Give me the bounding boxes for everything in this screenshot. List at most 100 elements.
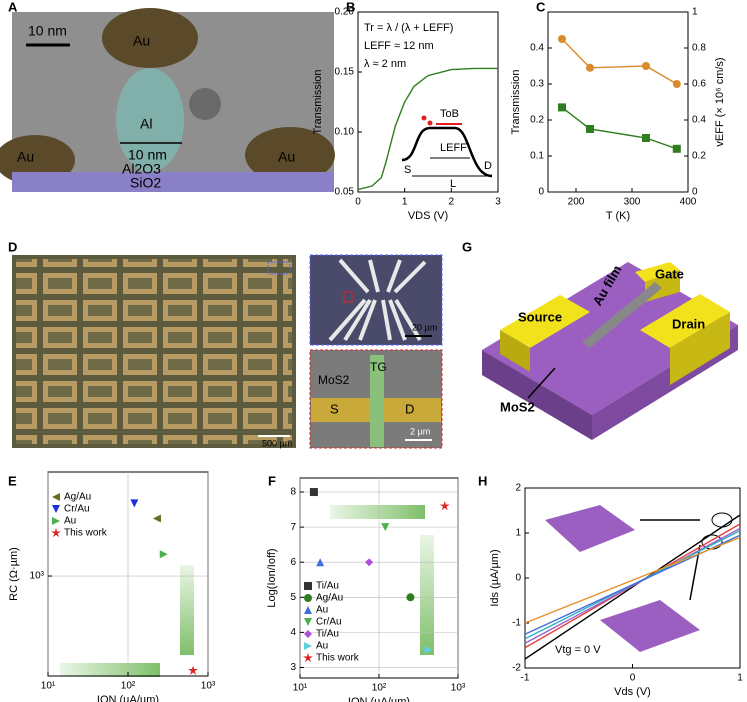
x-tick-label: 200 <box>568 197 585 208</box>
legend-marker <box>51 527 61 538</box>
y-tick-label: 0.3 <box>530 79 544 90</box>
y-tick-label: 4 <box>290 627 296 638</box>
flex-device <box>600 600 700 652</box>
y-axis-label: Log(Ion/Ioff) <box>266 548 278 607</box>
legend-label: Au <box>316 641 328 652</box>
annotation: ToB <box>440 108 459 120</box>
panel-label: A <box>8 0 18 14</box>
x-tick-label: -1 <box>521 673 530 684</box>
panel-label: F <box>268 473 276 488</box>
annotation: λ ≈ 2 nm <box>364 58 406 70</box>
point <box>406 593 415 602</box>
guide-arrow <box>330 505 425 519</box>
series-line <box>524 536 741 624</box>
legend-marker <box>303 652 313 663</box>
pointer-circle <box>711 512 733 528</box>
image-label: 10 nm <box>128 147 167 163</box>
legend-label: Cr/Au <box>316 617 342 628</box>
scale-bar-label: 20 µm <box>412 322 437 332</box>
gate-electrode <box>635 262 680 282</box>
y-axis-label: RC (Ω·µm) <box>8 547 20 601</box>
x-axis-label: Vds (V) <box>614 686 651 698</box>
panel-d-image: 500 µm 20 µm MoS2 TG S D 2 µm <box>12 254 443 449</box>
legend-marker <box>304 582 312 590</box>
image-label: D <box>405 401 414 416</box>
electrode-side <box>670 312 730 385</box>
image-label: MoS2 <box>500 399 535 414</box>
point <box>642 134 650 142</box>
legend-marker <box>52 493 60 501</box>
substrate-top <box>482 262 738 415</box>
plot-frame <box>547 11 689 193</box>
legend-label: Au <box>64 516 76 527</box>
y2-tick-label: 0.4 <box>692 115 706 126</box>
source-electrode <box>500 295 590 348</box>
y-tick-label: 10³ <box>30 571 45 582</box>
legend-label: Cr/Au <box>64 504 90 515</box>
carrier <box>427 120 433 126</box>
image-label: MoS2 <box>318 373 350 387</box>
legend-label: Ti/Au <box>316 629 339 640</box>
electrodes <box>328 258 427 342</box>
guide-arrow <box>60 663 160 677</box>
zoom-box <box>343 291 353 303</box>
annotation: S <box>404 164 411 176</box>
substrate-side <box>482 350 592 440</box>
legend-label: Ag/Au <box>64 492 91 503</box>
x-tick-label: 3 <box>495 197 501 208</box>
image-label: Drain <box>672 316 705 331</box>
y-axis-label: Ids (µA/µm) <box>489 549 501 606</box>
y2-tick-label: 0.6 <box>692 79 706 90</box>
guide-arrow <box>180 565 194 655</box>
y-tick-label: 0.4 <box>530 43 544 54</box>
legend-label: Ti/Au <box>316 581 339 592</box>
y-tick-label: 2 <box>515 483 521 494</box>
y2-tick-label: 0.2 <box>692 151 706 162</box>
panel-label: G <box>462 239 472 254</box>
y-tick-label: 0.20 <box>335 7 355 18</box>
panel-label: B <box>346 0 355 14</box>
scale-bar-label: 10 nm <box>28 23 67 39</box>
panel-g-image: Gate Source Au film Drain MoS2 <box>482 262 738 440</box>
panel-a-image: 10 nm Au Au Au Al 10 nm Al2O3 SiO2 <box>0 8 335 192</box>
y2-tick-label: 1 <box>692 7 698 18</box>
image-label: Au <box>133 33 150 49</box>
annotation: Tr = λ / (λ + LEFF) <box>364 22 453 34</box>
legend-marker <box>52 505 60 513</box>
image-label: SiO2 <box>130 175 161 191</box>
top-gate <box>370 355 384 447</box>
y-tick-label: 0.15 <box>335 67 355 78</box>
y-tick-label: 1 <box>515 528 521 539</box>
sio2-layer <box>12 172 334 192</box>
legend-label: This work <box>316 653 360 664</box>
legend-marker <box>304 642 312 650</box>
y-tick-label: 0.2 <box>530 115 544 126</box>
scale-bar-label: 2 µm <box>410 426 430 436</box>
al-particle <box>116 68 184 172</box>
point <box>152 514 161 523</box>
y2-tick-label: 0.8 <box>692 43 706 54</box>
point <box>642 62 650 70</box>
annotation: D <box>484 160 492 172</box>
x-tick-label: 1 <box>402 197 408 208</box>
x-tick-label: 2 <box>449 197 455 208</box>
inset-optical <box>309 254 443 346</box>
legend-label: Ag/Au <box>316 593 343 604</box>
x-tick-label: 400 <box>680 197 697 208</box>
legend-marker <box>304 606 312 614</box>
x-tick-label: 10¹ <box>293 683 308 694</box>
y-tick-label: 7 <box>290 522 296 533</box>
point <box>316 558 325 567</box>
point <box>130 499 139 508</box>
y-tick-label: 8 <box>290 487 296 498</box>
y-axis-label: Transmission <box>510 70 522 135</box>
barrier-schematic <box>401 115 493 178</box>
x-axis-label: ION (µA/µm) <box>348 696 410 702</box>
electrode-side <box>500 330 530 372</box>
scale-bar-label: 500 µm <box>262 438 292 448</box>
panel-label: C <box>536 0 546 14</box>
annotation: LEFF <box>440 142 467 154</box>
x-tick-label: 10¹ <box>41 681 56 692</box>
